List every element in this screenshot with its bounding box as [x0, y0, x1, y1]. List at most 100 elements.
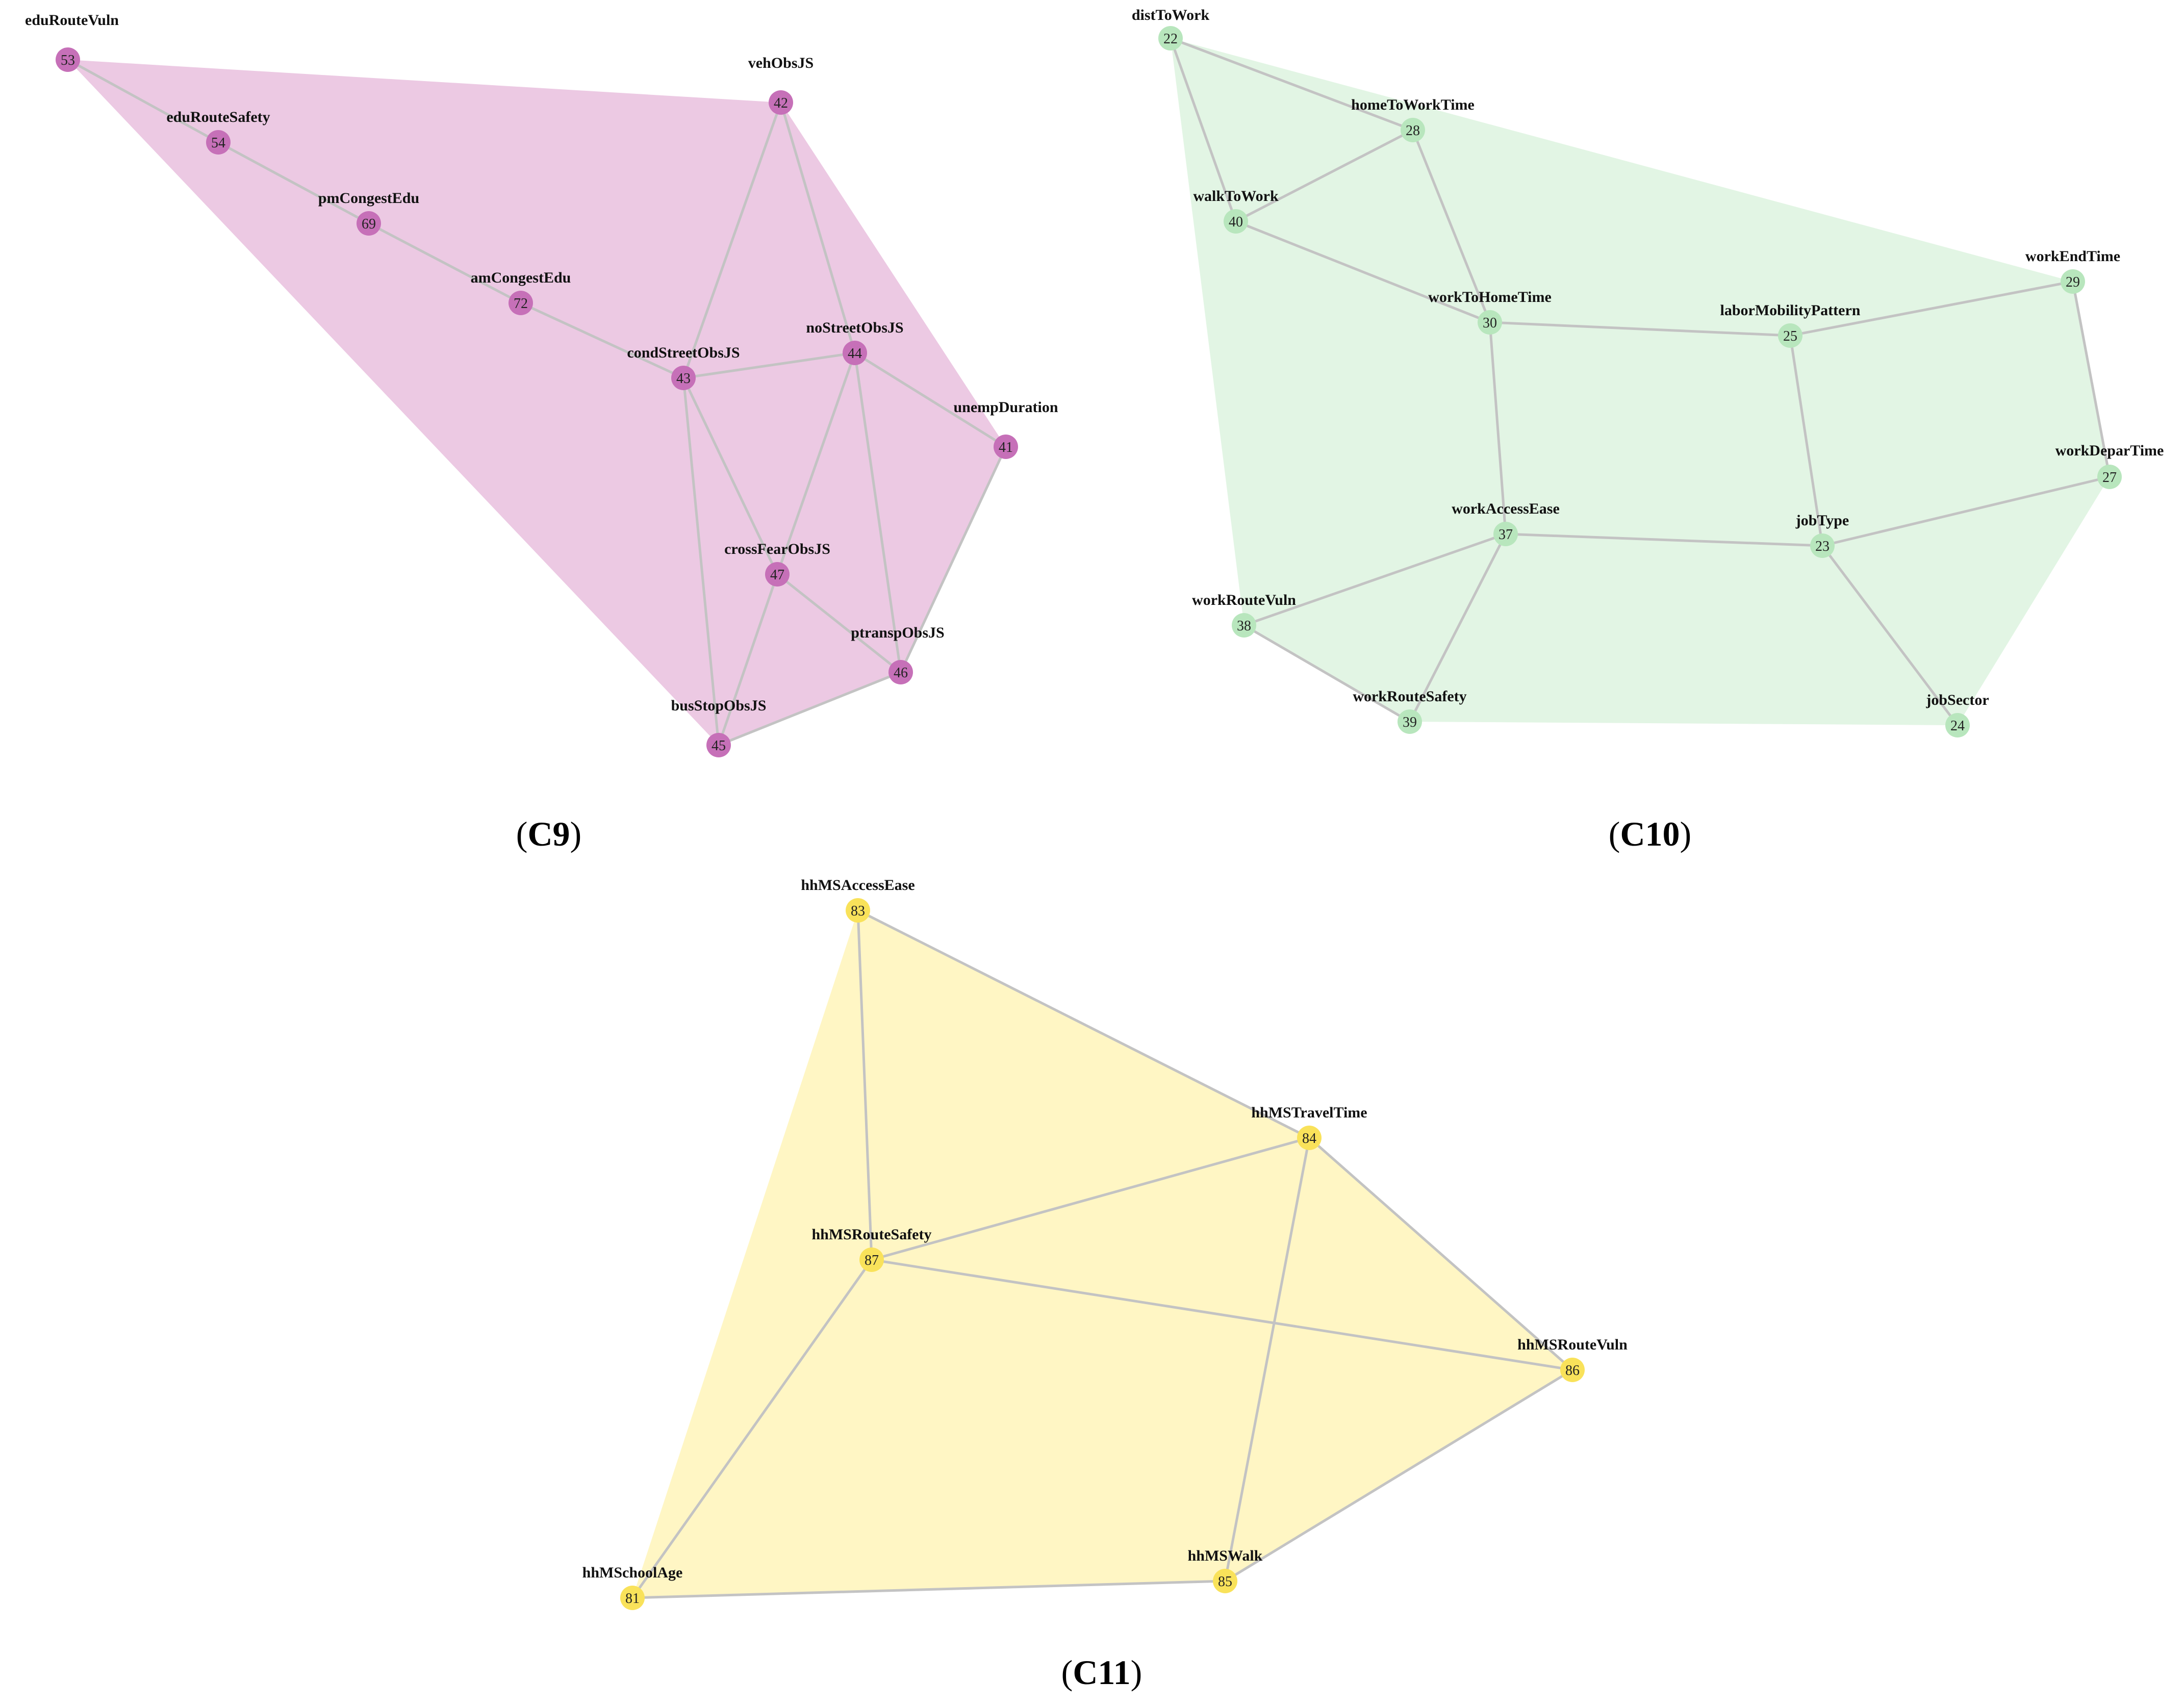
node-label-83: hhMSAccessEase: [801, 877, 915, 894]
node-25: [1778, 323, 1802, 348]
node-label-37: workAccessEase: [1452, 500, 1560, 517]
node-label-42: vehObsJS: [748, 55, 814, 71]
node-label-22: distToWork: [1132, 7, 1210, 23]
edge-28-30: [1411, 130, 1491, 323]
edge-45-46: [718, 671, 901, 747]
edge-22-40: [1169, 38, 1237, 222]
node-85: [1213, 1569, 1237, 1593]
caption-id: C9: [527, 814, 570, 853]
edge-44-46: [853, 352, 902, 673]
edge-87-86: [871, 1258, 1573, 1371]
edge-47-45: [717, 574, 779, 746]
node-label-54: eduRouteSafety: [166, 109, 270, 125]
node-id-23: 23: [1815, 539, 1830, 554]
node-24: [1945, 713, 1970, 737]
node-id-37: 37: [1499, 527, 1513, 543]
edge-87-84: [871, 1136, 1310, 1261]
edge-53-54: [67, 58, 219, 144]
node-id-28: 28: [1406, 123, 1420, 139]
node-label-81: hhMSchoolAge: [582, 1564, 683, 1581]
node-label-30: workToHomeTime: [1428, 289, 1552, 305]
node-id-53: 53: [61, 53, 75, 68]
node-label-47: crossFearObsJS: [724, 541, 830, 557]
edge-43-44: [683, 351, 855, 379]
node-id-22: 22: [1163, 31, 1178, 47]
node-41: [994, 435, 1018, 459]
caption-close: ): [570, 814, 582, 853]
edge-44-47: [776, 352, 856, 575]
node-23: [1810, 533, 1835, 558]
node-id-41: 41: [999, 440, 1013, 455]
node-37: [1493, 522, 1518, 546]
edge-37-39: [1408, 533, 1507, 723]
node-id-54: 54: [211, 135, 225, 151]
caption-close: ): [1131, 1653, 1142, 1692]
node-id-43: 43: [676, 371, 691, 387]
node-87: [859, 1247, 884, 1272]
edge-40-30: [1235, 220, 1490, 324]
node-22: [1158, 26, 1183, 50]
caption-open: (: [516, 814, 528, 853]
edge-42-43: [682, 102, 782, 378]
edge-30-37: [1488, 322, 1507, 534]
panel-caption: (C10): [1609, 814, 1691, 853]
node-label-53: eduRouteVuln: [25, 12, 119, 29]
panel-c10: 22 distToWork 28 homeToWorkTime 40 walkToWork…: [1132, 7, 2164, 853]
node-label-85: hhMSWalk: [1188, 1547, 1263, 1564]
edge-37-23: [1505, 532, 1823, 547]
node-id-86: 86: [1565, 1363, 1580, 1379]
node-28: [1401, 118, 1425, 142]
node-id-85: 85: [1218, 1574, 1232, 1590]
node-label-84: hhMSTravelTime: [1251, 1104, 1367, 1121]
edge-83-87: [856, 910, 873, 1260]
node-44: [843, 341, 867, 365]
node-id-40: 40: [1229, 214, 1243, 230]
node-label-40: walkToWork: [1193, 188, 1279, 205]
edge-25-23: [1789, 335, 1824, 546]
node-id-38: 38: [1237, 618, 1251, 634]
node-label-25: laborMobilityPattern: [1720, 302, 1861, 319]
node-id-30: 30: [1483, 315, 1497, 331]
edge-81-85: [632, 1579, 1226, 1599]
caption-open: (: [1061, 1653, 1073, 1692]
edge-43-47: [682, 377, 779, 575]
node-id-24: 24: [1950, 718, 1965, 734]
edge-42-44: [779, 102, 856, 353]
panel-c11: 83 hhMSAccessEase 84 hhMSTravelTime 87 hhMSRo…: [582, 877, 1628, 1692]
node-40: [1224, 209, 1248, 234]
edge-85-86: [1224, 1368, 1573, 1583]
node-label-28: homeToWorkTime: [1351, 96, 1475, 113]
panel-c9: 53 eduRouteVuln 54 eduRouteSafety 69 pmConges…: [25, 12, 1058, 853]
edge-25-29: [1790, 280, 2073, 337]
node-label-45: busStopObsJS: [671, 697, 767, 714]
caption-close: ): [1680, 814, 1692, 853]
node-46: [888, 660, 913, 684]
node-id-29: 29: [2066, 274, 2080, 290]
edge-29-27: [2071, 281, 2111, 477]
node-id-84: 84: [1302, 1131, 1316, 1147]
node-label-44: noStreetObsJS: [806, 319, 903, 336]
edge-69-72: [368, 222, 522, 304]
edge-40-28: [1235, 129, 1414, 223]
panel-caption: (C9): [516, 814, 581, 853]
node-39: [1398, 709, 1422, 734]
node-86: [1560, 1358, 1585, 1382]
node-id-42: 42: [774, 95, 788, 111]
node-label-27: workDeparTime: [2055, 442, 2164, 459]
edge-43-45: [682, 377, 720, 746]
node-label-46: ptranspObsJS: [851, 624, 944, 641]
edge-44-41: [854, 351, 1007, 448]
edge-54-69: [217, 141, 370, 225]
node-81: [620, 1586, 645, 1610]
edge-23-27: [1822, 475, 2110, 547]
node-id-45: 45: [712, 738, 726, 754]
node-id-25: 25: [1783, 328, 1797, 344]
edge-37-38: [1243, 532, 1506, 627]
node-label-86: hhMSRouteVuln: [1517, 1336, 1628, 1353]
node-42: [769, 90, 793, 115]
panel-caption: (C11): [1061, 1653, 1142, 1692]
edge-83-84: [857, 909, 1310, 1139]
node-72: [509, 291, 533, 315]
node-id-39: 39: [1403, 715, 1417, 730]
